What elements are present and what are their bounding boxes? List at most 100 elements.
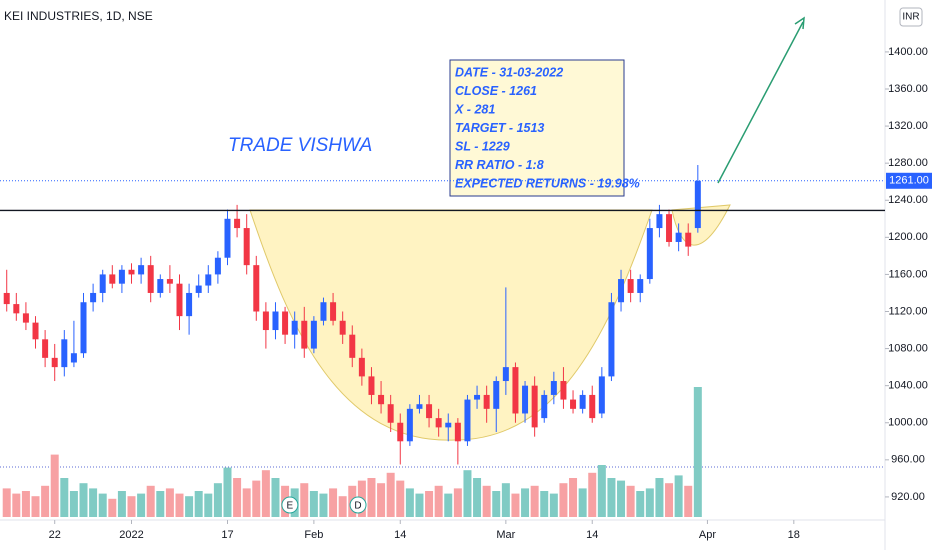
x-tick-label: 17 [221,529,233,541]
candle-body [483,394,490,409]
volume-bar [252,480,261,517]
candle-body [378,394,385,405]
currency-badge [899,7,923,27]
candle-body [109,274,116,284]
x-tick-label: 14 [586,529,598,541]
candle-body [570,399,577,409]
annotation-line: TARGET - 1513 [455,121,544,135]
volume-bar [319,493,328,517]
candle-body [166,279,173,284]
candle-body [656,214,663,229]
candle-body [560,381,567,400]
event-marker [281,496,299,514]
volume-bar [223,467,232,517]
candle-body [205,274,212,286]
volume-bar [60,478,69,517]
volume-bar [50,454,59,517]
volume-bar [684,485,693,517]
volume-bar [636,491,645,517]
candle-body [138,265,145,275]
volume-bar [674,475,683,517]
annotation-line: DATE - 31-03-2022 [455,65,563,79]
candle-body [51,357,58,368]
volume-bar [309,491,318,517]
candle-body [358,357,365,377]
y-tick-label: 1120.00 [889,305,928,317]
candle-body [301,320,308,349]
volume-bar [329,488,338,517]
volume-bar [79,483,88,517]
candle-body [666,214,673,242]
volume-bar [31,496,40,517]
candle-body [541,394,548,419]
volume-bar [89,488,98,517]
volume-bar [69,491,78,517]
target-arrow [717,21,804,184]
y-tick-label: 1160.00 [889,268,928,280]
annotation-line: RR RATIO - 1:8 [455,158,544,172]
candle-body [339,320,346,335]
candle-body [522,385,529,414]
y-tick-label: 1080.00 [888,342,928,354]
candle-body [608,302,615,377]
candle-body [493,381,500,409]
volume-bar [415,493,424,517]
candle-body [618,279,625,303]
candle-body [502,367,509,382]
candle-body [243,228,250,266]
volume-bar [377,483,386,517]
event-label: E [287,501,294,512]
candle-body [646,228,653,280]
volume-bar [233,478,242,517]
volume-bar [185,496,194,517]
volume-bar [12,493,21,517]
volume-bar [261,470,270,517]
candle-body [128,269,135,275]
volume-bar [578,488,587,517]
candle-body [330,302,337,321]
volume-bar [444,493,453,517]
candle-body [368,376,375,395]
annotation-line: X - 281 [454,102,495,116]
volume-bar [117,491,126,517]
last-price-label: 1261.00 [889,175,929,187]
x-tick-label: Mar [496,529,515,541]
volume-bar [2,488,11,517]
candle-body [42,339,49,358]
x-tick-label: 18 [788,529,800,541]
volume-bar [127,496,136,517]
volume-bar [473,478,482,517]
candle-body [195,285,202,293]
volume-bar [540,491,549,517]
candle-body [598,376,605,414]
candle-body [416,404,423,409]
y-tick-label: 1280.00 [888,157,928,169]
candle-body [445,422,452,428]
candle-body [118,269,125,284]
watermark: TRADE VISHWA [228,135,372,156]
candle-body [291,320,298,335]
volume-bar [213,483,222,517]
volume-bar [492,491,501,517]
x-tick-label: 2022 [119,529,143,541]
volume-bar [463,470,472,517]
candle-body [406,408,413,442]
volume-bar [98,493,107,517]
annotation-line: SL - 1229 [455,139,510,153]
volume-bar [434,485,443,517]
candle-body [186,292,193,317]
volume-bar [21,491,30,517]
event-marker [349,496,367,514]
event-label: D [354,501,361,512]
annotation-box [449,59,625,197]
x-tick-label: Apr [699,529,716,541]
candle-body [435,418,442,428]
candle-body [61,339,68,368]
volume-bar [693,387,702,517]
volume-bar [300,483,309,517]
x-tick-label: 14 [394,529,406,541]
candle-body [675,232,682,242]
volume-bar [655,478,664,517]
candle-body [80,302,87,354]
